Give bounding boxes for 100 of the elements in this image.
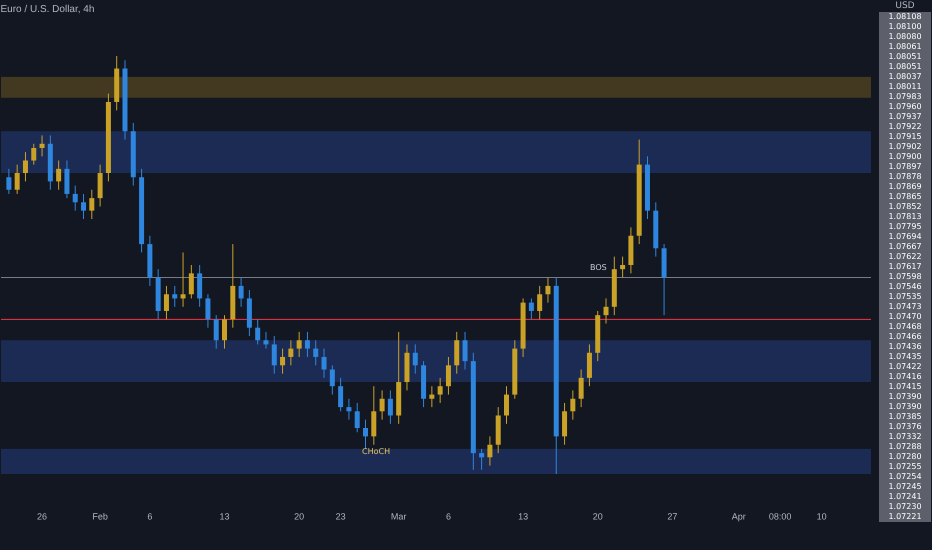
candlestick [346, 398, 352, 420]
text: 1.07852 [879, 202, 931, 212]
text: 1.07473 [879, 302, 931, 312]
text: 1.07937 [879, 112, 931, 122]
text: 1.07813 [879, 212, 931, 222]
x-tick-label: 27 [667, 512, 678, 522]
candlestick [438, 377, 443, 404]
text: 1.07922 [879, 122, 931, 132]
candlestick [487, 436, 492, 466]
text: 1.08061 [879, 42, 931, 52]
text: 1.08100 [879, 22, 931, 32]
text: 1.07869 [879, 182, 931, 192]
candlestick [620, 256, 626, 278]
text: 1.07865 [879, 192, 931, 202]
candlestick [180, 252, 186, 308]
candlestick [429, 386, 434, 408]
candlestick [570, 390, 576, 420]
text: 1.07422 [879, 362, 931, 372]
candlestick [14, 164, 20, 194]
candlestick [188, 264, 194, 299]
candlestick [388, 390, 393, 424]
text: 1.07667 [879, 242, 931, 252]
candlestick [338, 377, 344, 412]
candlestick [313, 340, 318, 366]
x-tick-label: 13 [518, 512, 528, 522]
candlestick [255, 318, 260, 345]
candlestick [164, 285, 169, 320]
candlestick [354, 402, 360, 433]
candlestick [604, 298, 609, 324]
text: 1.07470 [879, 312, 931, 322]
text: 1.07468 [879, 322, 931, 332]
x-tick-label: 13 [220, 512, 230, 522]
text: USD [894, 0, 916, 12]
candlestick [462, 331, 468, 370]
candlestick [280, 348, 286, 374]
candlestick [263, 331, 268, 350]
text: 1.08051 [879, 52, 931, 62]
text: 1.07617 [879, 262, 931, 272]
chart-title: Euro / U.S. Dollar, 4h [0, 4, 94, 15]
candlestick [528, 298, 534, 320]
candlestick [380, 390, 385, 420]
candlestick [578, 369, 584, 408]
text: 1.07221 [879, 512, 931, 522]
candlestick [172, 285, 178, 308]
x-tick-label: 6 [446, 512, 451, 522]
x-tick-label: 20 [592, 512, 603, 522]
text: 1.07435 [879, 352, 931, 362]
text: 1.07254 [879, 472, 931, 482]
candlestick [272, 336, 277, 374]
text: 1.07897 [879, 162, 931, 172]
text: 1.07245 [879, 482, 931, 492]
candlestick [322, 348, 327, 378]
text: 1.07535 [879, 292, 931, 302]
candlestick [537, 285, 542, 320]
candlestick [214, 314, 219, 350]
text: 1.08051 [879, 62, 931, 72]
candlestick [504, 386, 509, 424]
x-tick-label: Apr [732, 512, 746, 522]
candlestick [56, 160, 62, 190]
text: 1.07466 [879, 332, 931, 342]
candlestick [6, 168, 12, 194]
x-tick-label: 20 [294, 512, 304, 522]
text: 1.07598 [879, 272, 931, 282]
text: 1.07241 [879, 492, 931, 502]
candlestick [412, 344, 418, 374]
candlestick [81, 193, 86, 220]
text: 1.07385 [879, 412, 931, 422]
x-tick-label: 10 [816, 512, 827, 522]
annotation: CHoCH [362, 447, 390, 456]
candlestick [31, 143, 36, 166]
x-tick-label: 08:00 [768, 512, 792, 522]
text: 1.07878 [879, 172, 931, 182]
text: 1.07390 [879, 402, 931, 412]
candlestick [22, 152, 28, 182]
text: 1.07288 [879, 442, 931, 452]
candlestick [446, 356, 451, 396]
annotation: BOS [590, 263, 607, 272]
candlestick [296, 331, 302, 358]
candlestick [40, 134, 45, 157]
text: 1.07332 [879, 432, 931, 442]
candlestick [288, 340, 294, 366]
text: 1.07902 [879, 142, 931, 152]
text: 1.07390 [879, 392, 931, 402]
text: 1.07436 [879, 342, 931, 352]
text: 1.07416 [879, 372, 931, 382]
text: 1.07280 [879, 452, 931, 462]
text: 1.07983 [879, 92, 931, 102]
x-tick-label: Mar [390, 512, 406, 522]
text: 1.08011 [879, 82, 931, 92]
x-tick-label: 23 [336, 512, 346, 522]
candlestick [205, 294, 210, 328]
text: 1.07694 [879, 232, 931, 242]
text: 1.08108 [879, 12, 931, 22]
candlestick [545, 277, 550, 304]
text: 1.07960 [879, 102, 931, 112]
candlestick [238, 277, 244, 308]
x-tick-label: Feb [92, 512, 108, 522]
text: 1.08037 [879, 72, 931, 82]
text: 1.07915 [879, 132, 931, 142]
candlestick [304, 331, 310, 358]
